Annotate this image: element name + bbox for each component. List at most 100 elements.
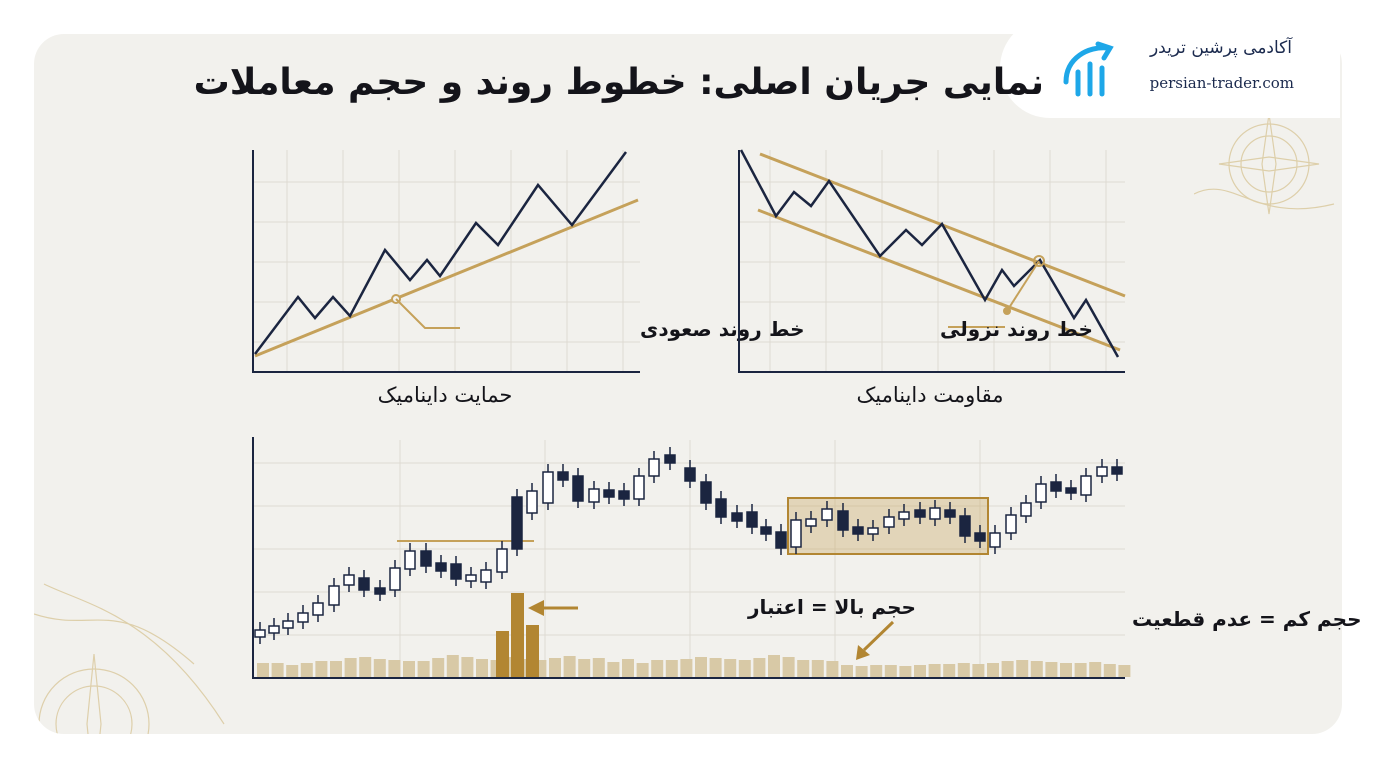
- volume-bar: [1045, 662, 1058, 677]
- volume-bar: [1030, 661, 1043, 677]
- candle-axes: [252, 437, 1125, 679]
- candle-body: [343, 574, 355, 586]
- candle-body: [312, 602, 324, 616]
- volume-bar: [607, 662, 620, 677]
- downtrend-line-label: خط روند نزولی: [940, 317, 1093, 341]
- volume-bar: [680, 659, 693, 677]
- brand-name: آکادمی پرشین تریدر: [1149, 38, 1292, 58]
- volume-bar: [987, 663, 999, 677]
- candle-body: [1080, 475, 1092, 496]
- high-volume-bar: [526, 625, 539, 677]
- volume-bar: [1074, 663, 1087, 677]
- volume-bar: [344, 658, 357, 677]
- volume-bar: [592, 658, 605, 677]
- candle-body: [557, 471, 569, 481]
- candle-body: [1096, 466, 1108, 477]
- downtrend-touch-point: [1033, 255, 1045, 267]
- candle-body: [790, 519, 802, 548]
- volume-bar: [899, 666, 912, 677]
- uptrend-caption: حمایت داینامیک: [378, 383, 513, 407]
- volume-bar: [417, 661, 430, 677]
- candle-body: [511, 496, 523, 550]
- volume-bar: [636, 663, 649, 677]
- volume-bar: [651, 660, 664, 677]
- candle-body: [465, 574, 477, 582]
- high-volume-label: حجم بالا = اعتبار: [747, 595, 916, 619]
- candle-body: [883, 516, 895, 528]
- volume-bar: [446, 655, 459, 677]
- candle-body: [775, 531, 787, 549]
- candle-body: [1111, 466, 1123, 475]
- uptrend-panel: خط روند صعودی حمایت داینامیک: [252, 150, 805, 407]
- candle-body: [867, 527, 879, 535]
- candle-body: [684, 467, 696, 482]
- volume-bar: [753, 658, 766, 677]
- candle-body: [1050, 481, 1062, 492]
- volume-bar: [1118, 665, 1131, 677]
- uptrend-line-label: خط روند صعودی: [640, 317, 805, 341]
- candle-body: [633, 475, 645, 500]
- volume-bar: [972, 664, 985, 677]
- candle-body: [358, 577, 370, 591]
- low-volume-arrow-shaft: [862, 620, 895, 652]
- candle-body: [297, 612, 309, 623]
- uptrend-price-line: [254, 151, 628, 355]
- volume-bar: [563, 656, 576, 677]
- uptrend-grid: [253, 150, 640, 372]
- downtrend-price-line: [739, 149, 1120, 358]
- candle-body: [603, 489, 615, 498]
- candle-body: [480, 569, 492, 583]
- volume-bar: [870, 665, 883, 677]
- volume-bar: [578, 659, 591, 677]
- bull-chart-icon: [1063, 41, 1114, 97]
- candle-body: [821, 508, 833, 521]
- volume-bar: [271, 663, 284, 677]
- volume-bar: [330, 661, 342, 677]
- candle-body: [389, 567, 401, 591]
- candle-body: [374, 587, 386, 595]
- volume-bar: [1060, 663, 1072, 677]
- candle-body: [1065, 487, 1077, 494]
- candle-body: [420, 550, 432, 567]
- low-volume-arrow-icon: [856, 645, 870, 660]
- candle-body: [1035, 483, 1047, 503]
- volume-bar: [359, 657, 372, 677]
- candle-body: [496, 548, 508, 573]
- candle-body: [404, 550, 416, 570]
- uptrend-label-leader: [395, 298, 460, 329]
- candle-body: [542, 471, 554, 504]
- downtrend-caption: مقاومت داینامیک: [856, 383, 1003, 407]
- downtrend-lower-trendline: [757, 208, 1121, 352]
- uptrend-trendline: [254, 198, 639, 358]
- volume-bar: [695, 657, 707, 677]
- candlesticks: [254, 447, 1123, 644]
- candle-body: [328, 585, 340, 606]
- candle-body: [588, 488, 600, 503]
- candle-body: [1005, 514, 1017, 534]
- candle-body: [974, 532, 986, 542]
- candle-body: [898, 511, 910, 520]
- candle-body: [700, 481, 712, 504]
- candle-body: [526, 490, 538, 514]
- candle-body: [852, 526, 864, 535]
- candle-body: [450, 563, 462, 580]
- candle-body: [618, 490, 630, 500]
- volume-bar: [841, 665, 853, 677]
- volume-bar: [665, 660, 678, 677]
- volume-bar: [1001, 661, 1014, 677]
- brand-url[interactable]: persian-trader.com: [1149, 74, 1294, 92]
- candle-body: [664, 454, 676, 464]
- volume-bar: [884, 665, 897, 677]
- volume-bar: [826, 661, 839, 677]
- page-title: نمایی جریان اصلی: خطوط روند و حجم معاملا…: [193, 62, 1044, 103]
- volume-bar: [797, 660, 810, 677]
- high-volume-bar: [511, 593, 524, 677]
- volume-bar: [300, 663, 313, 677]
- uptrend-axes: [252, 150, 640, 373]
- volume-bar: [432, 658, 445, 677]
- candle-body: [1020, 502, 1032, 517]
- downtrend-touch-point: [1003, 307, 1011, 315]
- volume-bar: [549, 658, 561, 677]
- candle-body: [435, 562, 447, 572]
